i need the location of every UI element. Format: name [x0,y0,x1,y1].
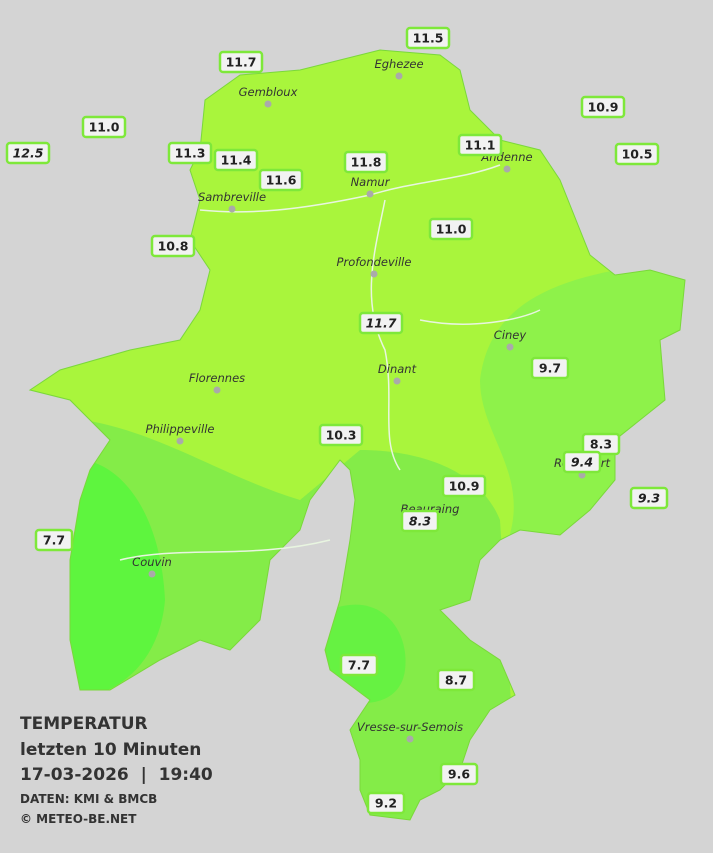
station-box [580,95,626,119]
stations: 11.5 11.7 10.9 11.0 12.5 11.3 11.4 11.1 10.5 11.8… [5,26,669,815]
station-temp: 9.6 [448,767,470,782]
city-name: Couvin [132,555,172,569]
station-box [150,234,196,258]
station-temp: 11.6 [266,173,297,188]
station-temp: 11.1 [465,138,496,153]
city-name: Eghezee [374,57,423,71]
station-box [629,486,669,510]
city-dot [148,570,156,578]
station-temp: 7.7 [348,658,370,673]
station-box [343,150,389,174]
station-box [213,148,259,172]
city-name: Gembloux [239,85,298,99]
station-temp: 11.0 [436,222,467,237]
station-temp: 11.3 [175,146,206,161]
station-box [167,141,213,165]
city-dot [370,270,378,278]
station-box [81,115,127,139]
city-dot [503,165,511,173]
station-box [530,356,570,380]
station-temp: 10.9 [588,100,619,115]
station-temp: 11.5 [413,31,444,46]
city-name: Ciney [494,328,527,342]
legend-source: DATEN: KMI & BMCB [20,792,157,806]
station-temp: 10.9 [449,479,480,494]
station-temp: 8.7 [445,673,467,688]
city-name: Florennes [189,371,245,385]
station-box [405,26,451,50]
city-dot [395,72,403,80]
station-temp: 10.5 [622,147,653,162]
city-dot [228,205,236,213]
station-box [439,762,479,786]
city-dot [393,377,401,385]
station-temp: 9.7 [539,361,561,376]
city-dot [366,190,374,198]
legend-copyright: © METEO-BE.NET [20,812,137,826]
station-box [562,450,602,474]
station-box [436,668,476,692]
station-box [366,791,406,815]
station-temp: 12.5 [13,146,44,161]
city-name: Sambreville [198,190,266,204]
city-dot [176,437,184,445]
station-temp: 11.4 [221,153,252,168]
station-temp: 11.8 [351,155,382,170]
station-temp: 10.3 [326,428,357,443]
legend-timestamp: 17-03-2026 | 19:40 [20,765,213,785]
station-box [614,142,660,166]
station-box [318,423,364,447]
city-name: Namur [351,175,391,189]
station-temp: 11.7 [366,316,397,331]
city-name: Profondeville [337,255,412,269]
city-dot [506,343,514,351]
station-temp: 9.4 [571,455,593,470]
station-temp: 9.2 [375,796,397,811]
station-box [339,653,379,677]
legend-period: letzten 10 Minuten [20,740,201,760]
city-name: Dinant [378,362,417,376]
station-temp: 8.3 [590,437,612,452]
city-dot [406,735,414,743]
station-box [428,217,474,241]
city-dot [213,386,221,394]
station-box [34,528,74,552]
station-temp: 9.3 [638,491,660,506]
station-temp: 11.7 [226,55,257,70]
legend-title: TEMPERATUR [20,714,148,734]
city-name: Philippeville [146,422,215,436]
station-box [5,141,51,165]
station-temp: 7.7 [43,533,65,548]
city-dot [264,100,272,108]
city-name: Vresse-sur-Semois [357,720,463,734]
station-box [400,509,440,533]
station-box [358,311,404,335]
station-temp: 8.3 [409,514,431,529]
station-temp: 11.0 [89,120,120,135]
station-box [457,133,503,157]
station-box [441,474,487,498]
station-box [258,168,304,192]
station-temp: 10.8 [158,239,189,254]
station-box [218,50,264,74]
